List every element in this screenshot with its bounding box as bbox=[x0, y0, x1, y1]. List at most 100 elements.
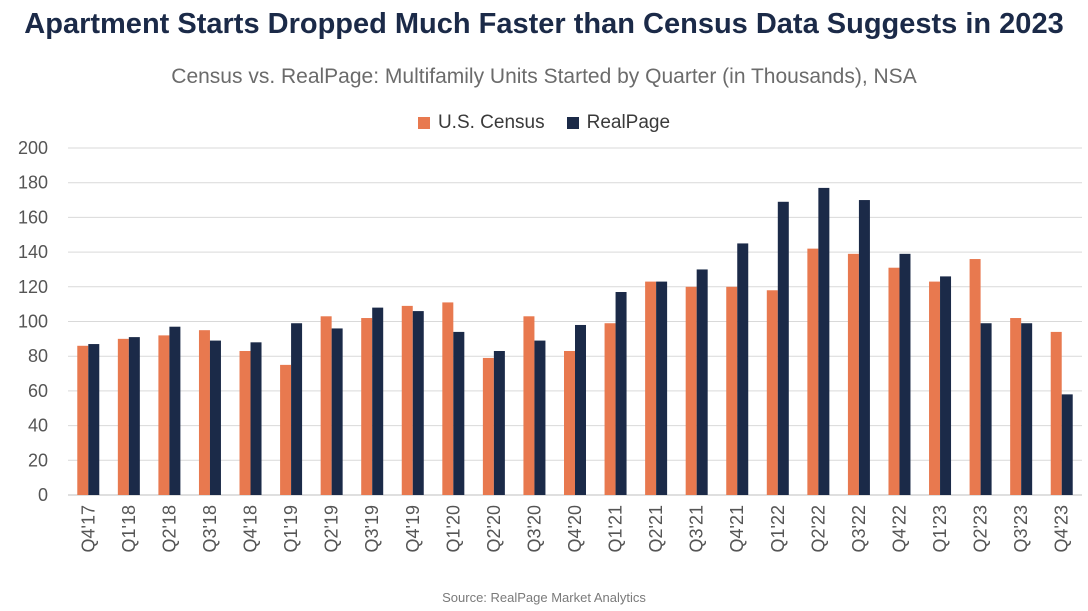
realpage-bar-8 bbox=[412, 311, 424, 495]
legend-label-realpage: RealPage bbox=[586, 112, 671, 133]
x-tick-label: Q4'18 bbox=[241, 505, 261, 552]
realpage-bar-24 bbox=[1061, 394, 1073, 495]
chart-subtitle: Census vs. RealPage: Multifamily Units S… bbox=[171, 65, 917, 88]
y-tick-label: 0 bbox=[38, 485, 48, 505]
x-tick-label: Q1'21 bbox=[606, 505, 626, 552]
realpage-bar-18 bbox=[818, 187, 830, 495]
realpage-bar-19 bbox=[858, 200, 870, 496]
x-tick-label: Q2'22 bbox=[808, 505, 828, 552]
census-bar-14 bbox=[645, 281, 657, 495]
realpage-bar-10 bbox=[493, 350, 505, 495]
x-tick-label: Q2'23 bbox=[971, 505, 991, 552]
y-tick-label: 100 bbox=[18, 312, 48, 332]
x-tick-label: Q1'22 bbox=[768, 505, 788, 552]
legend-swatch-realpage bbox=[566, 117, 579, 129]
census-bar-20 bbox=[888, 267, 900, 495]
census-bar-4 bbox=[239, 350, 251, 495]
x-tick-label: Q1'18 bbox=[119, 505, 139, 552]
x-axis: Q4'17 Q1'18 Q2'18 Q3'18 Q4'18 Q1'19 Q2'19 Q3'19… bbox=[78, 505, 1071, 552]
census-bar-3 bbox=[198, 330, 210, 495]
x-tick-label: Q3'19 bbox=[362, 505, 382, 552]
census-bar-5 bbox=[280, 364, 292, 495]
realpage-bar-11 bbox=[534, 340, 546, 495]
legend-item-census: U.S. Census bbox=[417, 112, 545, 134]
realpage-bar-6 bbox=[331, 328, 343, 495]
realpage-bar-13 bbox=[615, 292, 627, 495]
y-tick-label: 80 bbox=[28, 346, 48, 366]
x-tick-label: Q4'20 bbox=[565, 505, 585, 552]
realpage-bar-1 bbox=[128, 337, 140, 495]
realpage-bar-3 bbox=[209, 340, 221, 495]
y-tick-label: 200 bbox=[18, 138, 48, 158]
realpage-bar-16 bbox=[737, 243, 749, 495]
y-tick-label: 20 bbox=[28, 450, 48, 470]
x-tick-label: Q1'23 bbox=[930, 505, 950, 552]
y-tick-label: 180 bbox=[18, 173, 48, 193]
census-bar-0 bbox=[77, 345, 89, 495]
census-bar-1 bbox=[117, 338, 129, 495]
realpage-bar-12 bbox=[575, 324, 586, 495]
realpage-bar-4 bbox=[250, 342, 262, 495]
x-tick-label: Q4'23 bbox=[1052, 505, 1072, 552]
census-bar-11 bbox=[523, 316, 535, 495]
y-tick-label: 160 bbox=[18, 207, 48, 227]
realpage-bar-7 bbox=[372, 307, 384, 495]
realpage-bar-17 bbox=[777, 201, 789, 495]
census-bar-16 bbox=[726, 286, 738, 495]
x-tick-label: Q3'21 bbox=[687, 505, 707, 552]
realpage-bar-21 bbox=[940, 276, 952, 495]
y-tick-label: 40 bbox=[28, 416, 48, 436]
realpage-bar-5 bbox=[291, 323, 303, 495]
x-tick-label: Q4'19 bbox=[403, 505, 423, 552]
x-tick-label: Q4'21 bbox=[727, 505, 747, 552]
census-bar-6 bbox=[320, 316, 332, 495]
census-bar-7 bbox=[361, 318, 373, 495]
chart-title: Apartment Starts Dropped Much Faster tha… bbox=[24, 8, 1064, 40]
source-note: Source: RealPage Market Analytics bbox=[442, 590, 646, 605]
chart-legend: U.S. Census RealPage bbox=[0, 112, 1088, 134]
census-bar-2 bbox=[158, 335, 170, 495]
realpage-bar-2 bbox=[169, 326, 181, 495]
census-bar-21 bbox=[929, 281, 941, 495]
census-bar-13 bbox=[604, 323, 616, 495]
census-bar-18 bbox=[807, 248, 819, 495]
y-tick-label: 140 bbox=[18, 242, 48, 262]
census-bar-17 bbox=[766, 290, 778, 495]
realpage-bar-14 bbox=[656, 281, 668, 495]
census-bar-12 bbox=[564, 350, 575, 495]
x-tick-label: Q3'22 bbox=[849, 505, 869, 552]
census-bar-23 bbox=[1010, 318, 1022, 495]
legend-label-census: U.S. Census bbox=[437, 112, 545, 133]
x-tick-label: Q2'18 bbox=[159, 505, 179, 552]
census-bar-24 bbox=[1050, 331, 1062, 495]
legend-item-realpage: RealPage bbox=[566, 112, 671, 134]
x-tick-label: Q2'20 bbox=[484, 505, 504, 552]
x-tick-label: Q3'23 bbox=[1011, 505, 1031, 552]
legend-swatch-census bbox=[417, 117, 430, 129]
realpage-bar-22 bbox=[980, 323, 992, 495]
y-tick-label: 60 bbox=[28, 381, 48, 401]
realpage-bar-23 bbox=[1021, 323, 1033, 495]
census-bar-9 bbox=[442, 302, 454, 495]
x-tick-label: Q4'22 bbox=[889, 505, 909, 552]
realpage-bar-9 bbox=[453, 331, 465, 495]
census-bar-22 bbox=[969, 259, 981, 495]
bars bbox=[77, 187, 1073, 496]
x-tick-label: Q1'20 bbox=[443, 505, 463, 552]
y-tick-label: 120 bbox=[18, 277, 48, 297]
x-tick-label: Q1'19 bbox=[281, 505, 301, 552]
x-tick-label: Q3'18 bbox=[200, 505, 220, 552]
census-bar-19 bbox=[847, 253, 859, 495]
y-axis: 0 20 40 60 80 100 120 140 160 180 200 bbox=[18, 138, 48, 505]
realpage-bar-20 bbox=[899, 253, 911, 495]
x-tick-label: Q2'19 bbox=[322, 505, 342, 552]
realpage-bar-0 bbox=[88, 344, 100, 495]
census-bar-15 bbox=[685, 286, 697, 495]
census-bar-10 bbox=[482, 357, 494, 495]
census-bar-8 bbox=[401, 305, 413, 495]
realpage-bar-15 bbox=[696, 269, 708, 495]
x-tick-label: Q3'20 bbox=[524, 505, 544, 552]
x-tick-label: Q2'21 bbox=[646, 505, 666, 552]
x-tick-label: Q4'17 bbox=[78, 505, 98, 552]
